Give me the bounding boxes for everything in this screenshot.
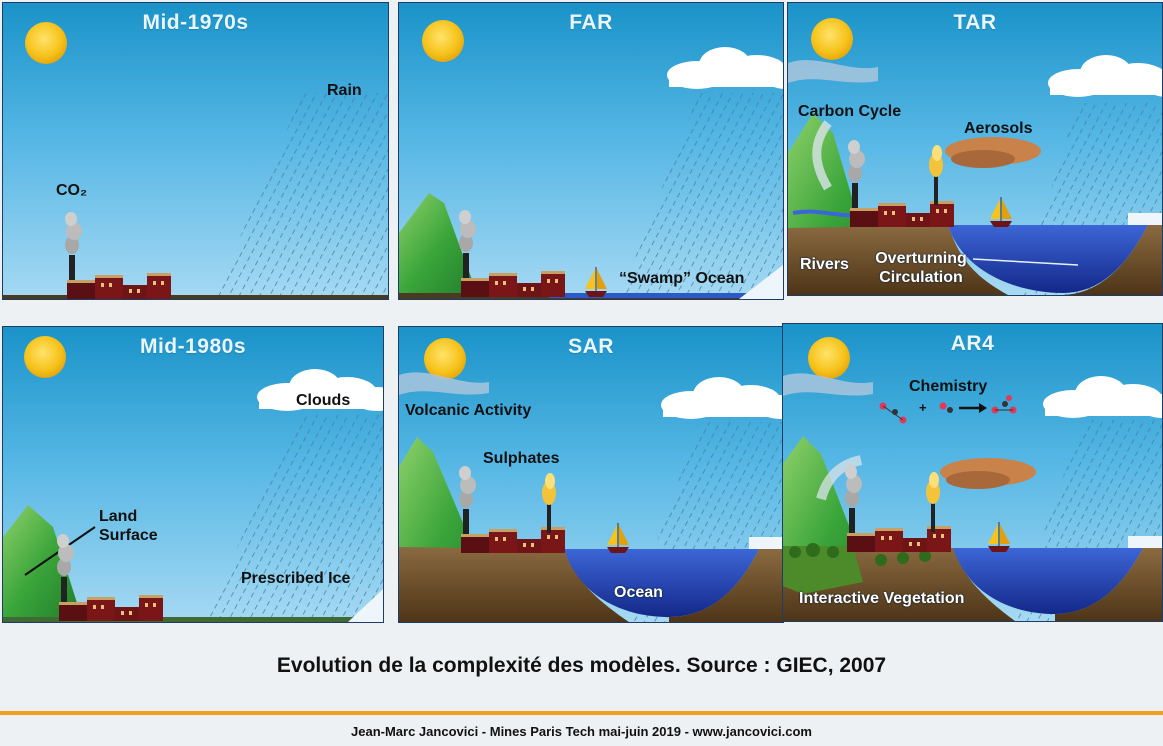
flare-icon <box>929 145 943 205</box>
ocean-icon <box>948 225 1148 293</box>
chemistry-label: Chemistry <box>909 378 988 395</box>
overturning-label: Overturning Circulation <box>875 250 967 286</box>
cloud-icon <box>661 377 783 419</box>
sun-icon <box>424 338 466 380</box>
factory-icon <box>57 534 163 621</box>
sun-icon <box>24 336 66 378</box>
panel-far: FAR “Swamp” Ocean <box>398 2 784 300</box>
caption: Evolution de la complexité des modèles. … <box>276 654 887 677</box>
tar-scene <box>788 18 1162 295</box>
mid-1970s-scene <box>3 22 388 299</box>
cloud-icon <box>1048 55 1162 97</box>
cloud-icon <box>667 47 783 89</box>
cloud-icon <box>1043 376 1162 418</box>
sun-icon <box>25 22 67 64</box>
interactive-vegetation-label: Interactive Vegetation <box>799 590 965 607</box>
panel-title: FAR <box>569 11 613 34</box>
accent-rule <box>0 711 1163 715</box>
sun-icon <box>811 18 853 60</box>
panel-title: SAR <box>568 335 614 358</box>
boat-icon <box>989 196 1013 228</box>
rain-icon <box>619 93 783 299</box>
sar-scene <box>399 338 783 622</box>
boat-icon <box>606 522 630 554</box>
rain-icon <box>203 415 383 622</box>
sulphates-label: Sulphates <box>483 450 560 467</box>
panel-title: AR4 <box>950 332 995 355</box>
panel-mid-1980s: Mid-1980s Clouds Land Surface Prescribed… <box>2 326 384 623</box>
panel-title: Mid-1970s <box>142 11 249 34</box>
boat-icon <box>987 521 1011 553</box>
rain-icon <box>213 93 388 299</box>
mid-1980s-scene <box>3 336 383 622</box>
panel-mid-1970s: Mid-1970s Rain CO₂ <box>2 2 389 300</box>
prescribed-ice-label: Prescribed Ice <box>241 570 351 587</box>
factory-icon <box>65 212 171 299</box>
circulation-arrow-icon <box>972 258 1079 266</box>
molecule-icon <box>879 395 1017 424</box>
factory-icon <box>459 210 565 297</box>
panel-title: Mid-1980s <box>139 335 247 358</box>
co2-label: CO₂ <box>56 182 88 199</box>
sun-icon <box>422 20 464 62</box>
rivers-label: Rivers <box>800 256 849 273</box>
ar4-scene: + <box>783 337 1162 621</box>
far-scene <box>399 20 783 299</box>
rain-label: Rain <box>327 82 362 99</box>
footer: Jean-Marc Jancovici - Mines Paris Tech m… <box>351 724 812 739</box>
swamp-ocean-label: “Swamp” Ocean <box>619 270 745 287</box>
panel-ar4: + AR4 Chemistry Interactive Vegetation <box>782 323 1163 622</box>
ocean-icon <box>564 549 759 617</box>
panel-sar: SAR Volcanic Activity Sulphates Ocean <box>398 326 784 623</box>
panel-tar: TAR Carbon Cycle Aerosols Rivers Overtur… <box>787 2 1163 296</box>
ocean-label: Ocean <box>614 584 663 601</box>
flare-icon <box>542 473 556 533</box>
carbon-cycle-label: Carbon Cycle <box>798 103 902 120</box>
aerosols-label: Aerosols <box>964 120 1033 137</box>
ice-icon <box>348 589 383 622</box>
sun-icon <box>808 337 850 379</box>
ocean-icon <box>953 548 1143 614</box>
land-surface-label: Land Surface <box>99 508 158 544</box>
svg-text:+: + <box>919 400 927 415</box>
volcanic-activity-label: Volcanic Activity <box>405 402 532 419</box>
mountain-icon <box>399 193 479 299</box>
clouds-label: Clouds <box>296 392 351 409</box>
vegetation-icon <box>783 546 863 594</box>
panel-title: TAR <box>953 11 997 34</box>
boat-icon <box>584 266 608 298</box>
flare-icon <box>926 472 940 532</box>
